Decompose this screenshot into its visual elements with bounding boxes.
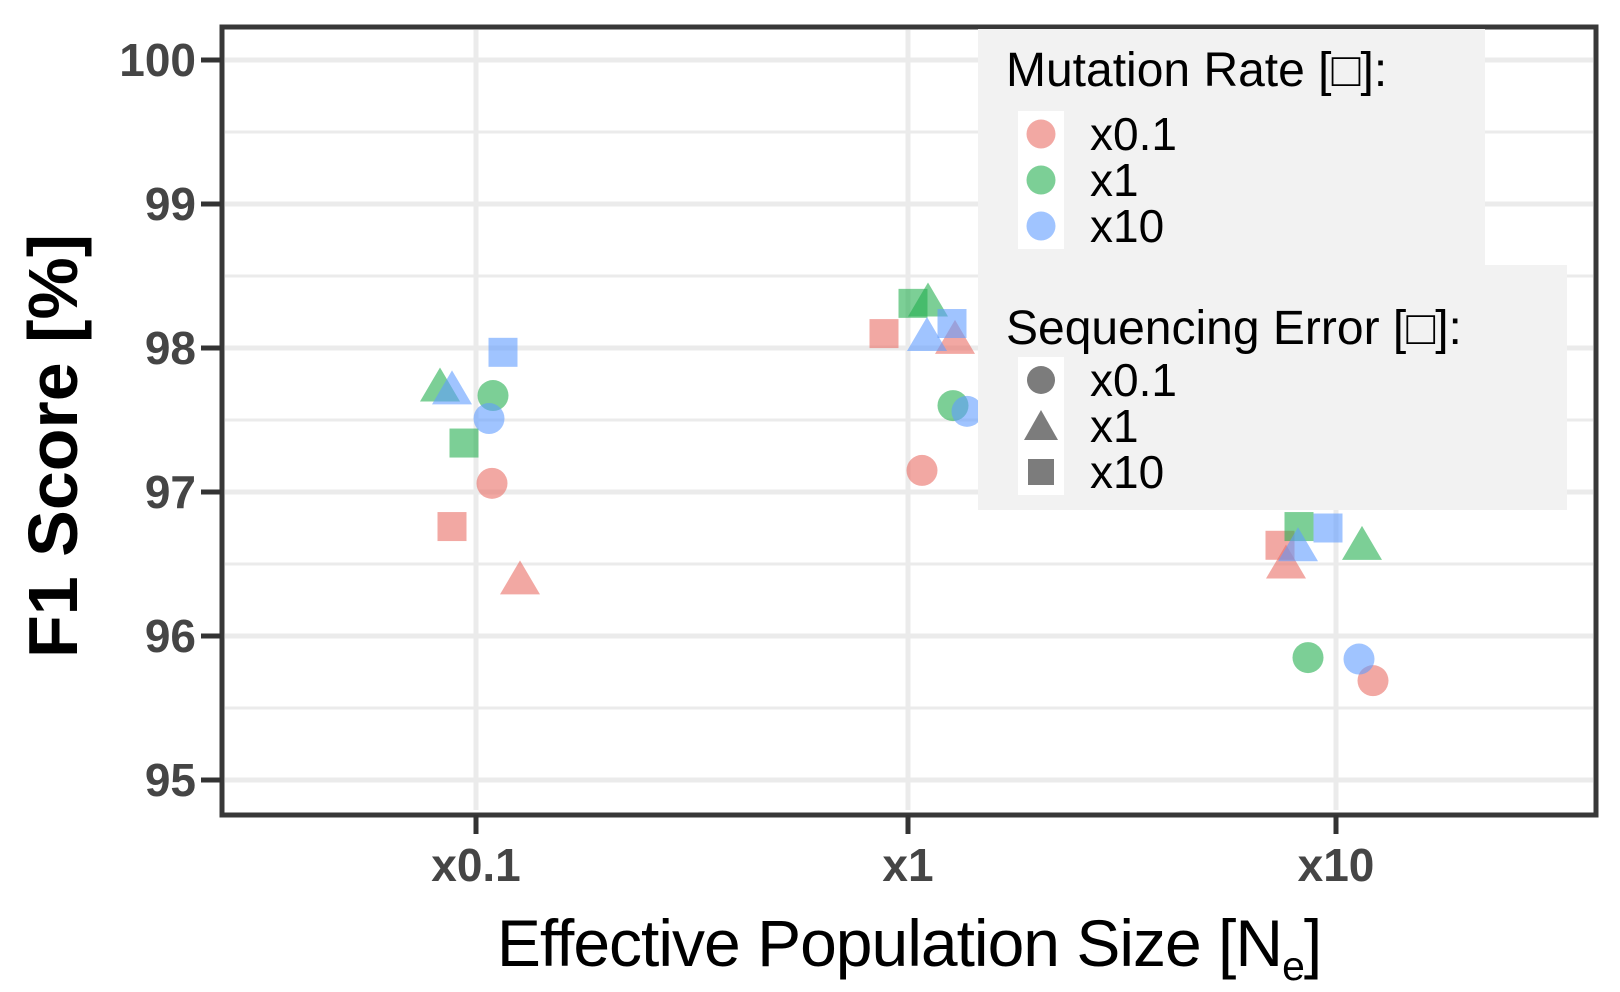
legend-item-label: x1: [1090, 154, 1139, 206]
legend-key: [1018, 203, 1064, 249]
legend-item-err-x1: x1: [1018, 403, 1567, 449]
legend-item-mu-x1: x1: [1018, 157, 1485, 203]
point-x1-mux1-errx10: [898, 288, 928, 318]
x-axis-title-suffix: ]: [1303, 906, 1322, 980]
point-x0.1-mux10-errx0.1: [473, 403, 505, 435]
legend-key: [1018, 111, 1064, 157]
legend-item-label: x0.1: [1090, 354, 1177, 406]
legend-item-err-x0.1: x0.1: [1018, 357, 1567, 403]
legend-key: [1018, 357, 1064, 403]
point-x1-mux10-errx1: [907, 317, 947, 352]
legend-mutation-rate: Mutation Rate [□]: x0.1 x1: [978, 29, 1485, 265]
red-circle-icon: [1026, 119, 1056, 149]
y-tick-label-100: 100: [119, 34, 196, 86]
point-x0.1-mux0.1-errx1: [500, 560, 540, 595]
point-x0.1-mux0.1-errx10: [437, 512, 467, 542]
point-x1-mux10-errx0.1: [951, 395, 983, 427]
point-x0.1-mux1-errx0.1: [477, 380, 509, 412]
x-axis-title-subscript: e: [1282, 943, 1305, 990]
point-x1-mux0.1-errx10: [869, 319, 899, 349]
legend-item-label: x10: [1090, 446, 1165, 498]
green-circle-icon: [1026, 165, 1056, 195]
point-x10-mux10-errx0.1: [1343, 643, 1375, 675]
y-tick-label-97: 97: [144, 466, 196, 518]
gray-triangle-icon: [1024, 410, 1058, 440]
x-tick-label-x0.1: x0.1: [431, 839, 521, 891]
axis-ticks-layer: [201, 57, 1339, 834]
point-x0.1-mux10-errx1: [432, 370, 472, 405]
point-x10-mux0.1-errx1: [1266, 544, 1306, 579]
y-tick-label-95: 95: [144, 754, 196, 806]
legend-item-err-x10: x10: [1018, 449, 1567, 495]
gray-square-icon: [1028, 459, 1054, 485]
x-axis-title: Effective Population Size [Ne]: [222, 898, 1596, 988]
legend-seqerror-items: x0.1 x1 x10: [1018, 357, 1567, 495]
legend-key: [1018, 403, 1064, 449]
blue-circle-icon: [1026, 211, 1056, 241]
data-points-layer: [420, 282, 1389, 697]
legend-key: [1018, 157, 1064, 203]
gray-circle-icon: [1027, 366, 1055, 394]
point-x1-mux0.1-errx0.1: [906, 454, 938, 486]
x-tick-label-x10: x10: [1297, 839, 1375, 891]
point-x0.1-mux10-errx10: [488, 337, 518, 367]
legend-item-label: x1: [1090, 400, 1139, 452]
point-x0.1-mux1-errx10: [449, 428, 479, 458]
point-x10-mux1-errx0.1: [1292, 642, 1324, 674]
legend-item-label: x0.1: [1090, 108, 1177, 160]
legend-item-label: x10: [1090, 200, 1165, 252]
legend-mutation-title: Mutation Rate [□]:: [1006, 44, 1388, 97]
legend-sequencing-error: Sequencing Error [□]: x0.1 x1: [978, 265, 1567, 510]
point-x10-mux10-errx10: [1313, 513, 1343, 543]
y-tick-label-99: 99: [144, 178, 196, 230]
y-tick-label-96: 96: [144, 610, 196, 662]
legend-mutation-items: x0.1 x1 x10: [1018, 111, 1485, 249]
point-x10-mux10-errx1: [1278, 527, 1318, 562]
y-axis-title: F1 Score [%]: [14, 234, 92, 658]
point-x1-mux10-errx10: [937, 309, 967, 339]
legend-seqerror-title: Sequencing Error [□]:: [1006, 302, 1462, 355]
legend-key: [1018, 449, 1064, 495]
x-tick-label-x1: x1: [882, 839, 934, 891]
y-tick-label-98: 98: [144, 322, 196, 374]
legend-item-mu-x10: x10: [1018, 203, 1485, 249]
x-axis-title-text: Effective Population Size [N: [496, 906, 1283, 980]
point-x0.1-mux0.1-errx0.1: [476, 467, 508, 499]
legend-item-mu-x0.1: x0.1: [1018, 111, 1485, 157]
point-x10-mux1-errx1: [1342, 525, 1382, 560]
